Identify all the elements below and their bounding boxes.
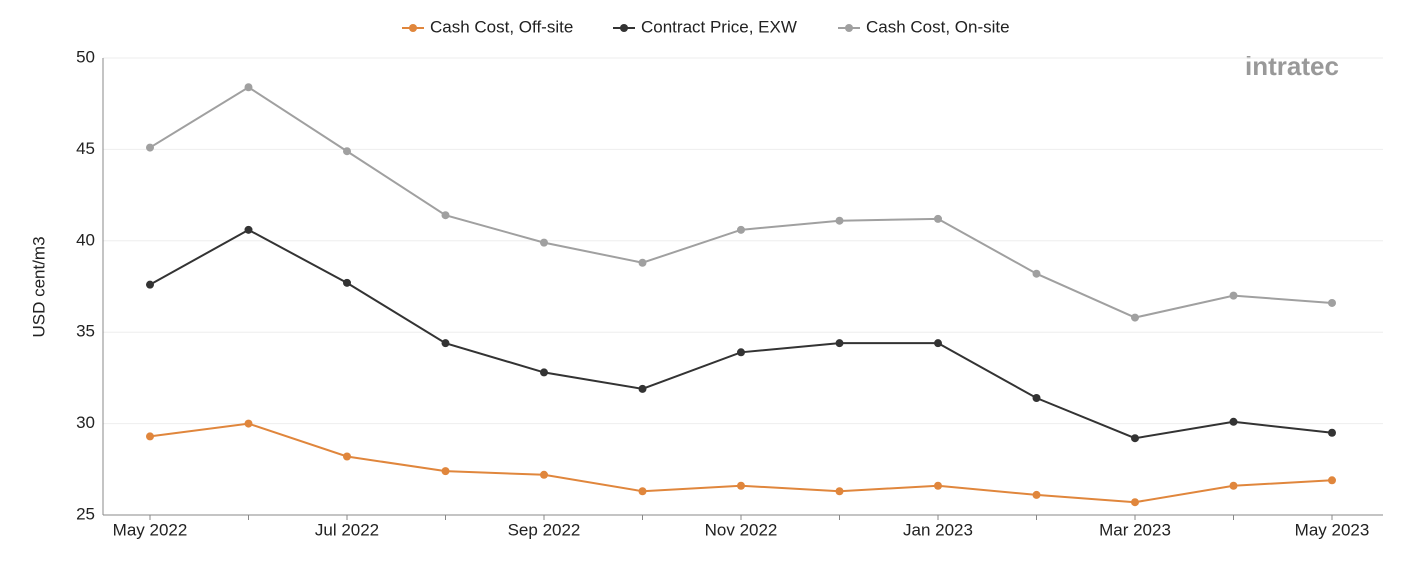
x-tick-label: Jul 2022 <box>315 520 379 539</box>
y-axis-label: USD cent/m3 <box>29 236 48 337</box>
data-point <box>441 339 450 348</box>
x-tick-label: Jan 2023 <box>903 520 973 539</box>
data-point <box>244 225 253 234</box>
x-tick-label: Nov 2022 <box>705 520 778 539</box>
legend-label: Cash Cost, Off-site <box>430 17 573 36</box>
data-point <box>638 258 647 267</box>
data-point <box>343 147 351 156</box>
legend-swatch <box>845 24 853 32</box>
data-point <box>244 419 253 428</box>
data-point <box>934 339 942 348</box>
brand-logo: intratec <box>1245 51 1339 81</box>
data-point <box>1131 498 1139 507</box>
x-tick-label: Sep 2022 <box>508 520 581 539</box>
data-point <box>146 432 154 441</box>
data-point <box>835 216 844 225</box>
data-point <box>934 214 942 223</box>
y-tick-label: 40 <box>76 230 95 249</box>
data-point <box>934 481 942 490</box>
y-tick-label: 25 <box>76 504 95 523</box>
y-tick-label: 35 <box>76 322 95 341</box>
x-tick-label: Mar 2023 <box>1099 520 1171 539</box>
data-point <box>1131 313 1139 322</box>
data-point <box>540 368 548 377</box>
data-point <box>737 348 745 357</box>
legend-label: Contract Price, EXW <box>641 17 797 36</box>
legend-swatch <box>620 24 628 32</box>
data-point <box>1328 298 1336 307</box>
data-point <box>737 225 745 234</box>
series-line <box>149 228 1333 440</box>
data-point <box>146 143 154 152</box>
legend-swatch <box>409 24 417 32</box>
data-point <box>1328 476 1336 485</box>
x-tick-label: May 2023 <box>1295 520 1370 539</box>
data-point <box>146 280 154 289</box>
data-point <box>835 339 844 348</box>
data-point <box>1229 291 1238 300</box>
data-point <box>441 211 450 220</box>
data-point <box>343 278 351 287</box>
y-tick-label: 50 <box>76 47 95 66</box>
x-tick-label: May 2022 <box>113 520 188 539</box>
data-point <box>1229 481 1238 490</box>
data-point <box>540 238 548 247</box>
data-point <box>1032 269 1041 278</box>
data-point <box>244 83 253 92</box>
data-point <box>638 384 647 393</box>
y-tick-label: 45 <box>76 139 95 158</box>
data-point <box>1131 434 1139 443</box>
data-point <box>540 470 548 479</box>
data-point <box>1328 428 1336 437</box>
legend-label: Cash Cost, On-site <box>866 17 1010 36</box>
data-point <box>441 467 450 476</box>
series-line <box>149 86 1333 319</box>
data-point <box>737 481 745 490</box>
data-point <box>1032 394 1041 403</box>
y-tick-label: 30 <box>76 413 95 432</box>
data-point <box>638 487 647 496</box>
data-point <box>1032 490 1041 499</box>
data-point <box>835 487 844 496</box>
data-point <box>343 452 351 461</box>
data-point <box>1229 417 1238 426</box>
